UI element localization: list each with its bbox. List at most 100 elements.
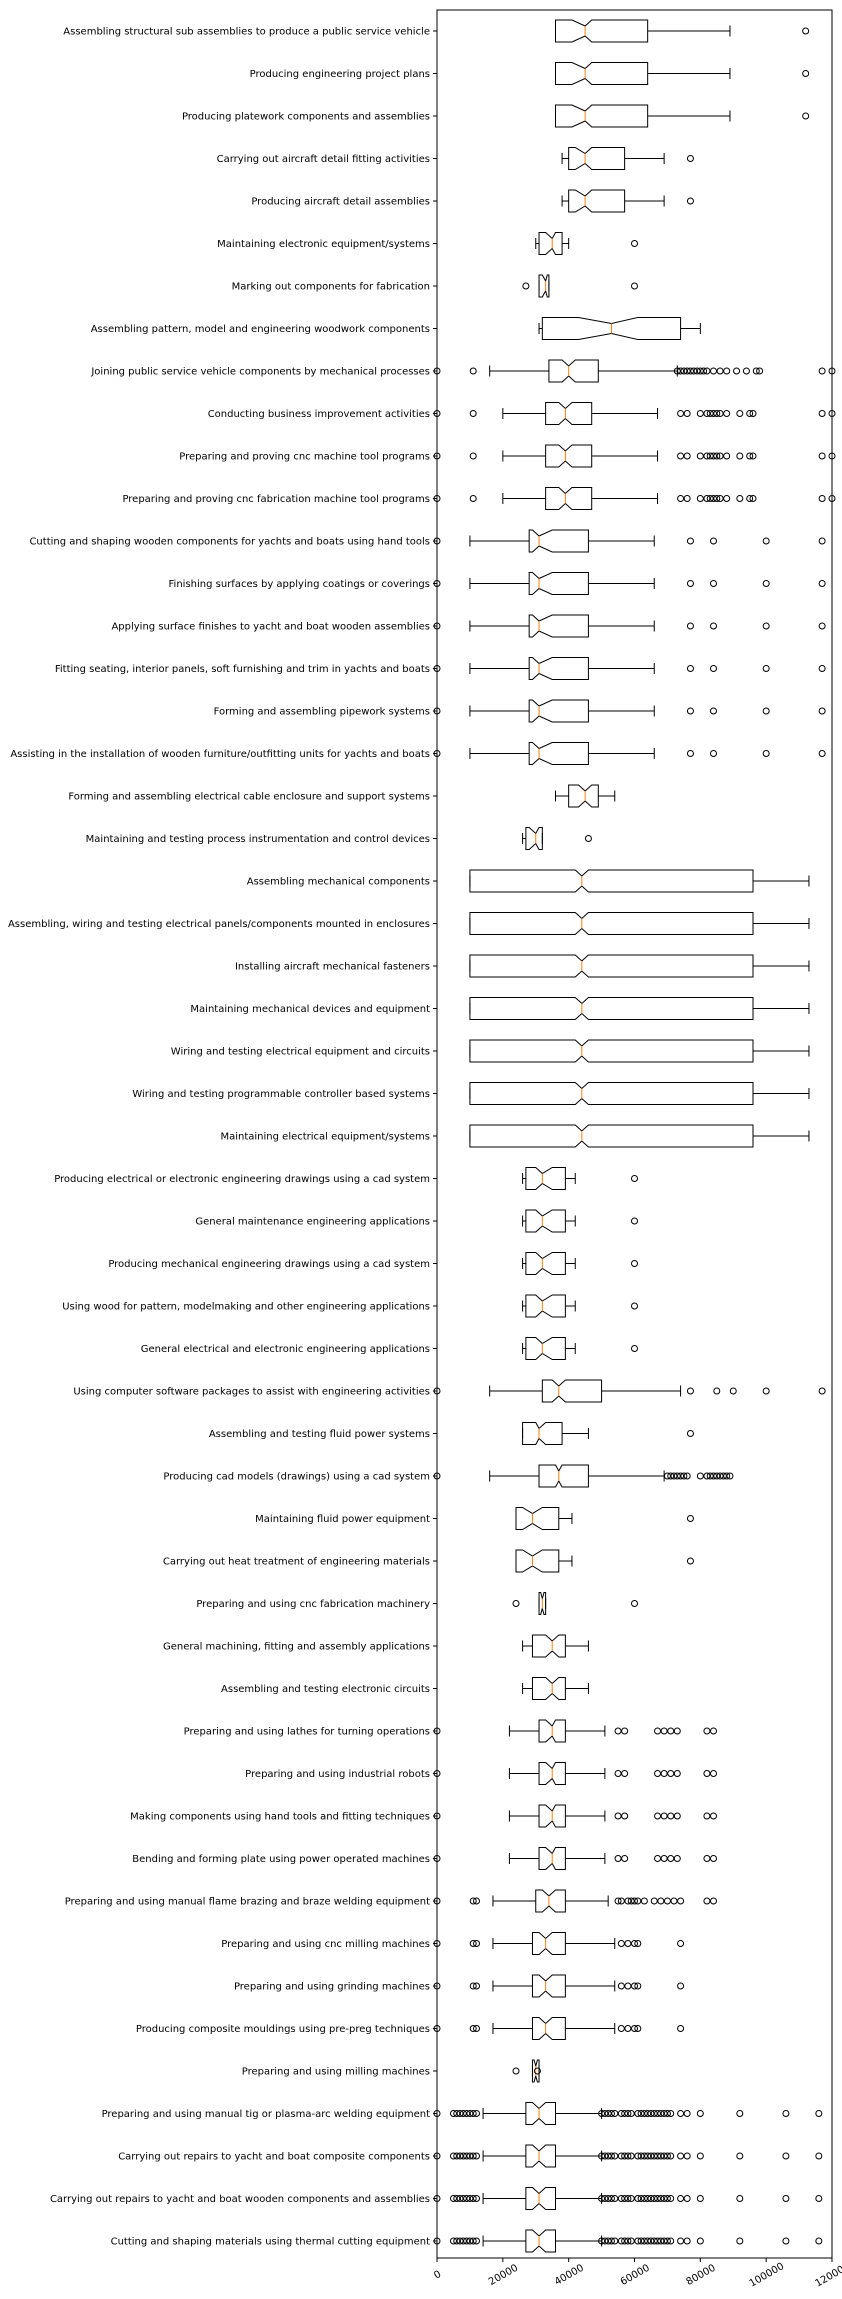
outlier-point [624, 1940, 632, 1947]
outlier-point [713, 495, 721, 502]
outlier-point [703, 1727, 711, 1735]
box [469, 912, 754, 935]
outlier-point [647, 2237, 655, 2245]
boxplot-item [433, 1804, 717, 1828]
outlier-point [686, 1430, 694, 1437]
box [528, 699, 589, 723]
category-label: Marking out components for fabrication [232, 282, 430, 293]
outlier-point [716, 452, 724, 460]
boxplot-item [522, 1252, 638, 1275]
outlier-point [706, 410, 714, 417]
outlier-point [631, 1940, 638, 1947]
boxplot-item [522, 1422, 694, 1445]
outlier-point [700, 367, 708, 375]
outlier-point [710, 750, 717, 757]
outlier-point [598, 2237, 606, 2245]
boxplot-item [522, 1337, 638, 1360]
outlier-point [617, 2025, 625, 2032]
outlier-point [696, 2195, 704, 2202]
outlier-point [634, 2237, 642, 2245]
box [535, 1889, 566, 1913]
outlier-point [617, 1982, 625, 1990]
outlier-point [710, 580, 717, 587]
outlier-point [670, 1472, 678, 1480]
box [541, 317, 682, 340]
outlier-point [703, 452, 711, 460]
outlier-point [818, 622, 826, 630]
outlier-point [449, 2195, 457, 2202]
outlier-point [660, 1812, 668, 1820]
outlier-point [729, 1387, 737, 1395]
box [528, 742, 589, 765]
boxplot-item [555, 104, 810, 128]
box [525, 2102, 556, 2125]
outlier-point [683, 452, 691, 460]
outlier-point [703, 1812, 711, 1820]
category-label: Using wood for pattern, modelmaking and … [62, 1302, 430, 1313]
outlier-point [749, 452, 757, 460]
box [469, 954, 754, 978]
outlier-point [614, 1897, 622, 1905]
box [525, 2187, 556, 2210]
outlier-point [762, 580, 770, 587]
outlier-point [657, 2152, 665, 2160]
category-label: Preparing and using lathes for turning o… [184, 1727, 430, 1738]
outlier-point [680, 367, 688, 375]
outlier-point [637, 2237, 645, 2245]
outlier-point [644, 2237, 652, 2245]
outlier-point [710, 1770, 717, 1777]
outlier-point [762, 622, 770, 630]
outlier-point [815, 2237, 823, 2245]
outlier-point [746, 452, 754, 460]
box [531, 1634, 566, 1658]
outlier-point [686, 1387, 694, 1395]
outlier-point [683, 2152, 691, 2160]
outlier-point [802, 112, 810, 120]
outlier-point [673, 1812, 681, 1820]
outlier-point [469, 2195, 477, 2202]
outlier-point [736, 410, 744, 417]
outlier-point [598, 2152, 606, 2160]
outlier-point [736, 495, 744, 502]
outlier-point [706, 1472, 714, 1480]
outlier-point [614, 1727, 622, 1735]
box [531, 2059, 540, 2083]
outlier-point [617, 1940, 625, 1947]
boxplot-item [433, 2102, 823, 2125]
category-label: Preparing and using milling machines [242, 2067, 430, 2078]
outlier-point [710, 1897, 717, 1905]
boxplot-item [522, 827, 592, 850]
outlier-point [677, 452, 685, 460]
outlier-point [710, 1855, 717, 1862]
outlier-point [621, 1855, 629, 1862]
outlier-point [640, 2237, 648, 2245]
outlier-point [660, 1855, 668, 1862]
outlier-point [607, 2195, 615, 2202]
outlier-point [634, 2110, 642, 2117]
category-label: Cutting and shaping wooden components fo… [29, 537, 430, 548]
outlier-point [736, 2237, 744, 2245]
outlier-point [473, 2025, 480, 2032]
outlier-point [621, 2237, 629, 2245]
outlier-point [466, 2195, 474, 2202]
boxplot-item [535, 232, 638, 255]
boxplot-item [433, 2017, 685, 2040]
outlier-point [746, 495, 754, 502]
outlier-point [663, 1472, 671, 1480]
outlier-point [621, 1727, 629, 1735]
box [568, 784, 599, 808]
category-label: Maintaining electronic equipment/systems [217, 239, 430, 250]
box [538, 1804, 566, 1828]
outlier-point [453, 2110, 461, 2117]
outlier-point [660, 1727, 668, 1735]
outlier-point [449, 2110, 457, 2117]
outlier-point [818, 410, 826, 417]
outlier-point [713, 410, 721, 417]
category-label: Carrying out repairs to yacht and boat c… [118, 2152, 430, 2163]
outlier-point [627, 1897, 635, 1905]
outlier-point [667, 1812, 675, 1820]
boxplot-item [433, 1889, 717, 1913]
outlier-point [631, 240, 638, 247]
outlier-point [683, 495, 691, 502]
boxplot-item [433, 1762, 717, 1785]
